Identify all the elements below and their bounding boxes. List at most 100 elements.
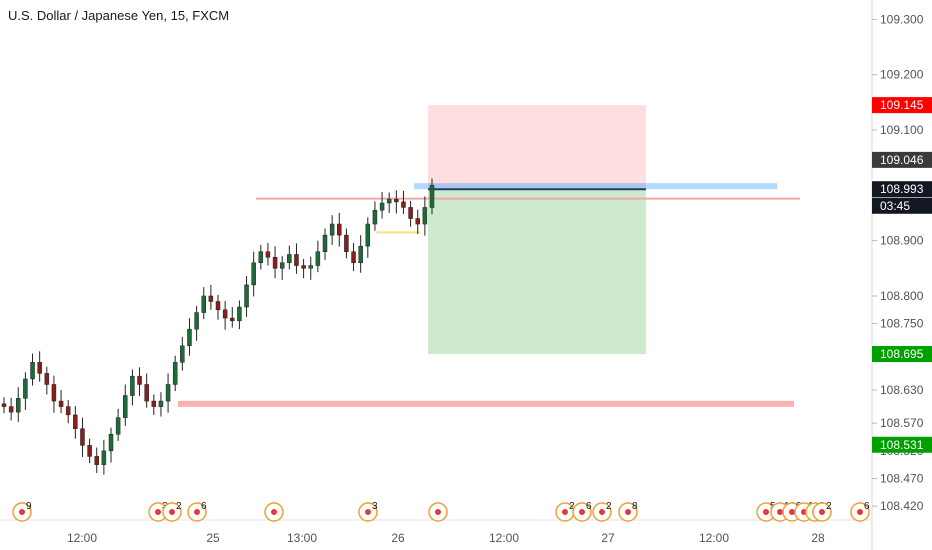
candle bbox=[58, 400, 64, 407]
candle bbox=[308, 265, 313, 269]
candle bbox=[201, 295, 206, 313]
candle bbox=[401, 201, 406, 208]
candle bbox=[208, 295, 214, 302]
candle bbox=[394, 198, 399, 203]
candle bbox=[358, 245, 363, 264]
event-dot bbox=[562, 509, 568, 515]
event-count: 2 bbox=[569, 501, 575, 512]
event-count: 2 bbox=[606, 501, 612, 512]
y-tick-label: 108.750 bbox=[880, 317, 924, 331]
candle bbox=[279, 262, 285, 269]
event-count: 2 bbox=[826, 501, 832, 512]
candle bbox=[301, 265, 306, 269]
support-zone[interactable] bbox=[178, 400, 794, 407]
event-dot bbox=[777, 509, 783, 515]
price-badge bbox=[872, 436, 932, 453]
candle bbox=[65, 406, 71, 416]
candle bbox=[23, 378, 28, 399]
candle bbox=[372, 209, 378, 225]
candle bbox=[251, 262, 256, 286]
candle bbox=[94, 456, 99, 465]
event-count: 3 bbox=[372, 501, 378, 512]
take-profit-zone[interactable] bbox=[428, 189, 646, 355]
candle bbox=[158, 400, 164, 407]
event-dot bbox=[789, 509, 795, 515]
price-badge-label: 03:45 bbox=[880, 199, 910, 213]
candle bbox=[44, 373, 50, 385]
price-badge-label: 108.993 bbox=[880, 182, 924, 196]
candle bbox=[194, 312, 199, 330]
candle bbox=[315, 251, 321, 266]
candle bbox=[8, 406, 14, 413]
candle bbox=[222, 309, 228, 319]
candle bbox=[365, 223, 371, 247]
candle bbox=[51, 384, 57, 402]
y-tick-label: 108.900 bbox=[880, 234, 924, 248]
x-tick-label: 12:00 bbox=[489, 531, 519, 545]
candle bbox=[415, 218, 420, 225]
candle bbox=[230, 317, 235, 322]
candle bbox=[180, 345, 185, 363]
event-dot bbox=[194, 509, 200, 515]
candle bbox=[37, 362, 42, 374]
candle bbox=[329, 223, 335, 236]
x-tick-label: 12:00 bbox=[67, 531, 97, 545]
candle bbox=[16, 398, 21, 413]
blue-zone[interactable] bbox=[414, 183, 777, 190]
event-dot bbox=[435, 509, 441, 515]
price-badge-label: 109.145 bbox=[880, 98, 924, 112]
candle bbox=[244, 284, 249, 308]
y-tick-label: 109.200 bbox=[880, 68, 924, 82]
price-badge-label: 108.531 bbox=[880, 438, 924, 452]
price-badge-label: 109.046 bbox=[880, 153, 924, 167]
event-count: 2 bbox=[176, 501, 182, 512]
price-badge bbox=[872, 97, 932, 114]
x-tick-label: 27 bbox=[601, 531, 615, 545]
event-count: 6 bbox=[586, 501, 592, 512]
y-tick-label: 108.470 bbox=[880, 472, 924, 486]
candle bbox=[151, 400, 157, 407]
candle bbox=[237, 306, 242, 322]
candle bbox=[422, 207, 428, 225]
event-dot bbox=[155, 509, 161, 515]
position-tool[interactable] bbox=[178, 105, 800, 407]
event-dot bbox=[625, 509, 631, 515]
candle bbox=[379, 202, 385, 211]
stop-loss-zone[interactable] bbox=[428, 105, 646, 190]
x-tick-label: 25 bbox=[206, 531, 220, 545]
event-dot bbox=[169, 509, 175, 515]
candle bbox=[429, 185, 435, 208]
candle bbox=[272, 256, 278, 269]
candle bbox=[144, 384, 149, 402]
event-count: 8 bbox=[632, 501, 638, 512]
event-dot bbox=[857, 509, 863, 515]
event-dot bbox=[763, 509, 769, 515]
event-dot bbox=[365, 509, 371, 515]
x-tick-label: 26 bbox=[391, 531, 405, 545]
candle bbox=[172, 362, 178, 385]
price-badge-label: 108.695 bbox=[880, 347, 924, 361]
candle bbox=[386, 198, 392, 204]
candle bbox=[1, 403, 7, 407]
candle bbox=[408, 207, 413, 219]
event-count: 6 bbox=[864, 501, 870, 512]
event-dot bbox=[819, 509, 825, 515]
candle bbox=[265, 251, 271, 258]
candle bbox=[130, 375, 135, 396]
price-badge bbox=[872, 181, 932, 198]
event-count: 6 bbox=[201, 501, 207, 512]
y-tick-label: 108.420 bbox=[880, 499, 924, 513]
economic-events[interactable]: 93263262851491326 bbox=[12, 501, 870, 522]
candle bbox=[30, 362, 35, 380]
y-tick-label: 108.800 bbox=[880, 289, 924, 303]
x-tick-label: 13:00 bbox=[287, 531, 317, 545]
x-tick-label: 12:00 bbox=[699, 531, 729, 545]
event-count: 9 bbox=[26, 501, 32, 512]
event-dot bbox=[271, 509, 277, 515]
event-dot bbox=[599, 509, 605, 515]
candle bbox=[137, 375, 142, 385]
candle bbox=[337, 223, 342, 236]
y-tick-label: 108.570 bbox=[880, 416, 924, 430]
